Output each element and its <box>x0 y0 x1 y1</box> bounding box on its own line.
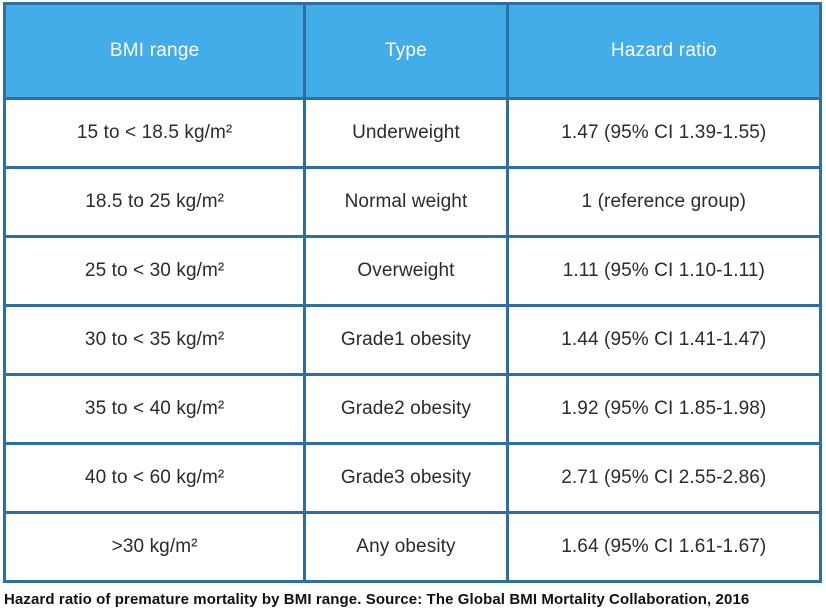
cell-type: Any obesity <box>303 511 509 583</box>
cell-type: Normal weight <box>303 166 509 238</box>
cell-bmi-range: 40 to < 60 kg/m² <box>2 442 307 514</box>
cell-bmi-range: 25 to < 30 kg/m² <box>2 235 307 307</box>
header-hazard-ratio: Hazard ratio <box>505 2 823 100</box>
header-type: Type <box>303 2 509 100</box>
table-row: 18.5 to 25 kg/m² Normal weight 1 (refere… <box>2 166 823 238</box>
table-row: >30 kg/m² Any obesity 1.64 (95% CI 1.61-… <box>2 511 823 583</box>
cell-hazard-ratio: 1.92 (95% CI 1.85-1.98) <box>505 373 823 445</box>
cell-hazard-ratio: 1.44 (95% CI 1.41-1.47) <box>505 304 823 376</box>
cell-bmi-range: >30 kg/m² <box>2 511 307 583</box>
cell-type: Overweight <box>303 235 509 307</box>
cell-hazard-ratio: 1.64 (95% CI 1.61-1.67) <box>505 511 823 583</box>
header-bmi-range: BMI range <box>2 2 307 100</box>
table-row: 30 to < 35 kg/m² Grade1 obesity 1.44 (95… <box>2 304 823 376</box>
table-row: 40 to < 60 kg/m² Grade3 obesity 2.71 (95… <box>2 442 823 514</box>
cell-type: Grade1 obesity <box>303 304 509 376</box>
table-row: 15 to < 18.5 kg/m² Underweight 1.47 (95%… <box>2 97 823 169</box>
cell-type: Grade3 obesity <box>303 442 509 514</box>
cell-hazard-ratio: 1 (reference group) <box>505 166 823 238</box>
table-row: 35 to < 40 kg/m² Grade2 obesity 1.92 (95… <box>2 373 823 445</box>
cell-type: Underweight <box>303 97 509 169</box>
cell-bmi-range: 35 to < 40 kg/m² <box>2 373 307 445</box>
table-row: 25 to < 30 kg/m² Overweight 1.11 (95% CI… <box>2 235 823 307</box>
bmi-hazard-table: BMI range Type Hazard ratio 15 to < 18.5… <box>2 2 823 583</box>
header-row: BMI range Type Hazard ratio <box>2 2 823 100</box>
cell-bmi-range: 30 to < 35 kg/m² <box>2 304 307 376</box>
cell-bmi-range: 18.5 to 25 kg/m² <box>2 166 307 238</box>
cell-hazard-ratio: 1.11 (95% CI 1.10-1.11) <box>505 235 823 307</box>
cell-type: Grade2 obesity <box>303 373 509 445</box>
cell-bmi-range: 15 to < 18.5 kg/m² <box>2 97 307 169</box>
cell-hazard-ratio: 1.47 (95% CI 1.39-1.55) <box>505 97 823 169</box>
cell-hazard-ratio: 2.71 (95% CI 2.55-2.86) <box>505 442 823 514</box>
table-caption: Hazard ratio of premature mortality by B… <box>4 591 750 608</box>
